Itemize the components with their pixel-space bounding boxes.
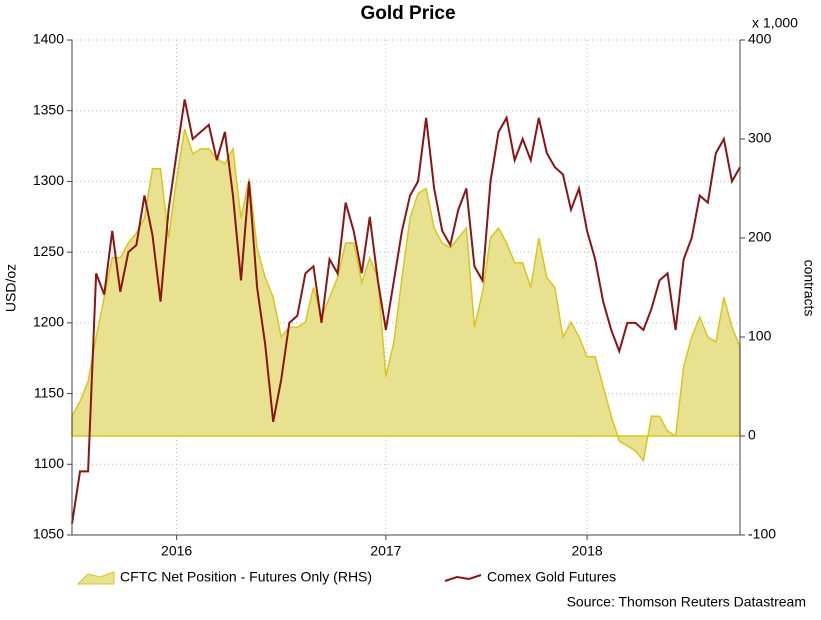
y-tick-label: 1200	[33, 314, 64, 330]
legend-swatch	[444, 574, 482, 582]
legend-swatch	[76, 571, 115, 585]
area	[71, 128, 741, 463]
y-tick-label: 1100	[34, 455, 64, 471]
y-tick-label: 1050	[33, 526, 64, 542]
source: Source: Thomson Reuters Datastream	[567, 594, 806, 610]
y2-tick-label: 200	[748, 229, 772, 245]
y-axis-label: USD/oz	[3, 264, 19, 312]
y-tick-label: 1150	[34, 384, 64, 400]
x-tick-label: 2016	[161, 543, 192, 559]
y2-tick-label: 400	[748, 31, 772, 47]
y-tick-label: 1350	[33, 101, 64, 117]
y2-axis-label: contracts	[801, 260, 817, 317]
y2-tick-label: -100	[748, 526, 776, 542]
legend-label: CFTC Net Position - Futures Only (RHS)	[120, 569, 372, 585]
y-tick-label: 1400	[33, 31, 64, 47]
y2-tick-label: 100	[748, 328, 772, 344]
y2-tick-label: 0	[748, 427, 756, 443]
y-tick-label: 1250	[33, 243, 64, 259]
chart-title: Gold Price	[360, 3, 455, 24]
legend-label: Comex Gold Futures	[487, 569, 616, 585]
x-tick-label: 2017	[370, 543, 401, 559]
y2-tick-label: 300	[748, 130, 772, 146]
line	[71, 99, 741, 524]
x-tick-label: 2018	[572, 543, 603, 559]
y-tick-label: 1300	[33, 172, 64, 188]
y2-unit: x 1,000	[752, 15, 798, 31]
